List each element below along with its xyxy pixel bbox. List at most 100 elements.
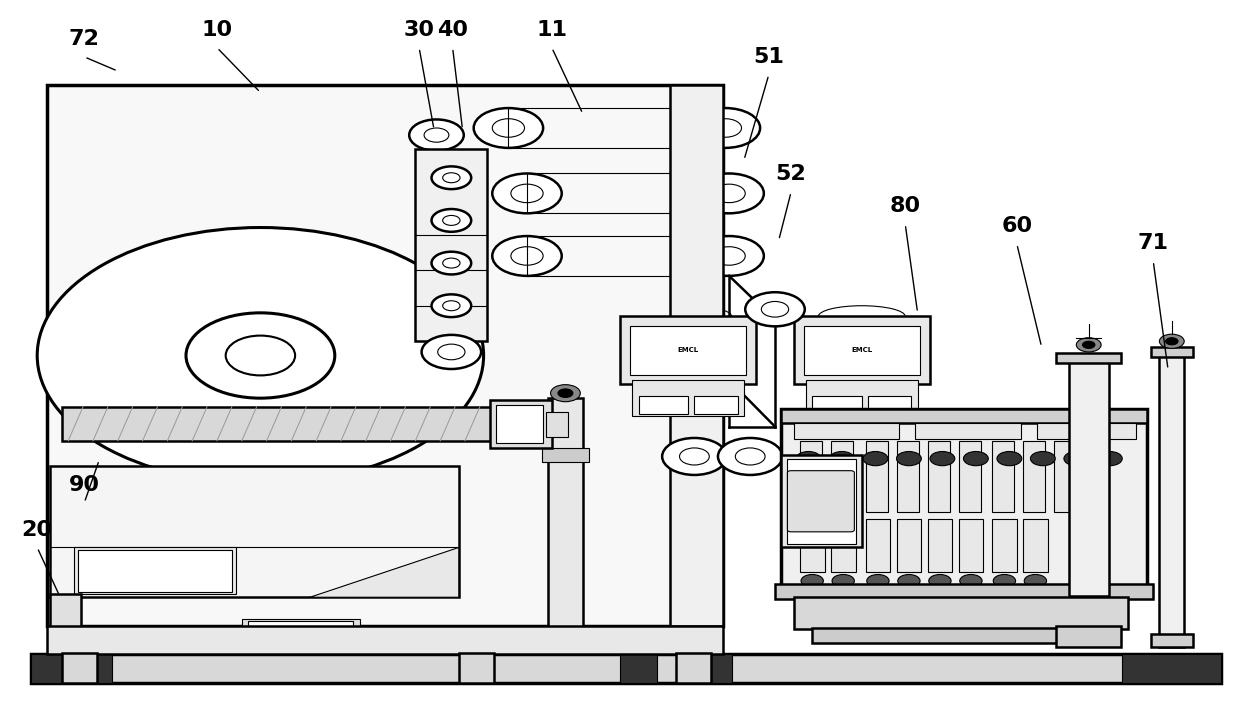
Text: 60: 60 <box>1001 216 1033 236</box>
Circle shape <box>432 294 471 317</box>
Bar <box>1037 423 1136 439</box>
Bar <box>31 654 1221 683</box>
Circle shape <box>867 574 889 587</box>
Bar <box>866 441 888 512</box>
Text: 30: 30 <box>404 20 434 40</box>
Bar <box>794 423 899 439</box>
Circle shape <box>680 448 709 465</box>
Text: EMCL: EMCL <box>677 347 699 353</box>
Circle shape <box>691 108 760 148</box>
Bar <box>992 441 1014 512</box>
Circle shape <box>801 574 823 587</box>
Bar <box>781 409 1147 423</box>
Bar <box>831 441 853 512</box>
Bar <box>781 455 862 547</box>
Bar <box>959 441 981 512</box>
Bar <box>548 398 583 647</box>
Circle shape <box>929 574 951 587</box>
Bar <box>959 519 983 572</box>
Bar <box>1054 441 1076 512</box>
Bar <box>928 519 952 572</box>
Circle shape <box>694 236 764 276</box>
Bar <box>415 149 487 341</box>
Circle shape <box>1097 451 1122 466</box>
Circle shape <box>832 574 854 587</box>
Circle shape <box>1064 451 1089 466</box>
Circle shape <box>662 438 727 475</box>
Circle shape <box>897 451 921 466</box>
Bar <box>787 459 856 544</box>
Bar <box>781 409 1147 597</box>
Circle shape <box>474 108 543 148</box>
Text: 90: 90 <box>69 475 99 495</box>
Bar <box>459 653 494 683</box>
Circle shape <box>713 184 745 203</box>
Circle shape <box>745 292 805 326</box>
Bar <box>1159 356 1184 647</box>
Text: 11: 11 <box>536 20 567 40</box>
Circle shape <box>1076 338 1101 352</box>
Bar <box>620 654 657 683</box>
Bar <box>812 396 862 414</box>
Circle shape <box>898 574 920 587</box>
Bar <box>1056 626 1121 647</box>
Circle shape <box>551 385 580 402</box>
Circle shape <box>511 247 543 265</box>
Circle shape <box>443 258 460 268</box>
Text: 20: 20 <box>21 520 52 540</box>
Text: 40: 40 <box>436 20 467 40</box>
Circle shape <box>1083 341 1095 348</box>
Bar <box>694 396 738 414</box>
Circle shape <box>963 451 988 466</box>
FancyBboxPatch shape <box>787 471 854 532</box>
Bar <box>1023 441 1045 512</box>
Bar <box>670 85 723 626</box>
Bar <box>694 654 732 683</box>
Bar <box>1085 441 1107 512</box>
Bar <box>794 316 930 384</box>
Bar <box>775 584 1153 599</box>
Circle shape <box>960 574 982 587</box>
Bar <box>1023 519 1048 572</box>
Circle shape <box>492 119 525 137</box>
Bar <box>632 380 744 416</box>
Bar <box>806 380 918 416</box>
Bar <box>62 653 97 683</box>
Circle shape <box>432 252 471 274</box>
Circle shape <box>1166 338 1178 345</box>
Bar <box>248 621 353 645</box>
Bar <box>496 405 543 443</box>
Bar <box>1069 361 1109 596</box>
Bar <box>897 519 921 572</box>
Bar <box>242 619 360 647</box>
Circle shape <box>422 335 481 369</box>
Circle shape <box>443 215 460 225</box>
Bar <box>915 423 1021 439</box>
Text: 52: 52 <box>776 164 806 184</box>
Bar <box>620 316 756 384</box>
Circle shape <box>718 438 782 475</box>
Text: 10: 10 <box>201 20 233 40</box>
Circle shape <box>709 119 742 137</box>
Bar <box>794 597 1128 629</box>
Bar <box>74 547 236 594</box>
Circle shape <box>863 451 888 466</box>
Bar <box>527 236 729 276</box>
Bar <box>546 412 568 437</box>
Text: 80: 80 <box>889 196 921 216</box>
Bar <box>800 441 822 512</box>
Bar <box>804 326 920 375</box>
Bar <box>992 519 1017 572</box>
Bar <box>31 654 112 683</box>
Circle shape <box>443 173 460 183</box>
Bar <box>897 441 919 512</box>
Bar <box>928 441 950 512</box>
Bar <box>47 626 723 654</box>
Circle shape <box>713 247 745 265</box>
Bar <box>868 396 911 414</box>
Bar <box>812 628 1110 643</box>
Circle shape <box>735 448 765 465</box>
Bar <box>78 550 232 592</box>
Bar <box>50 466 459 597</box>
Circle shape <box>830 451 854 466</box>
